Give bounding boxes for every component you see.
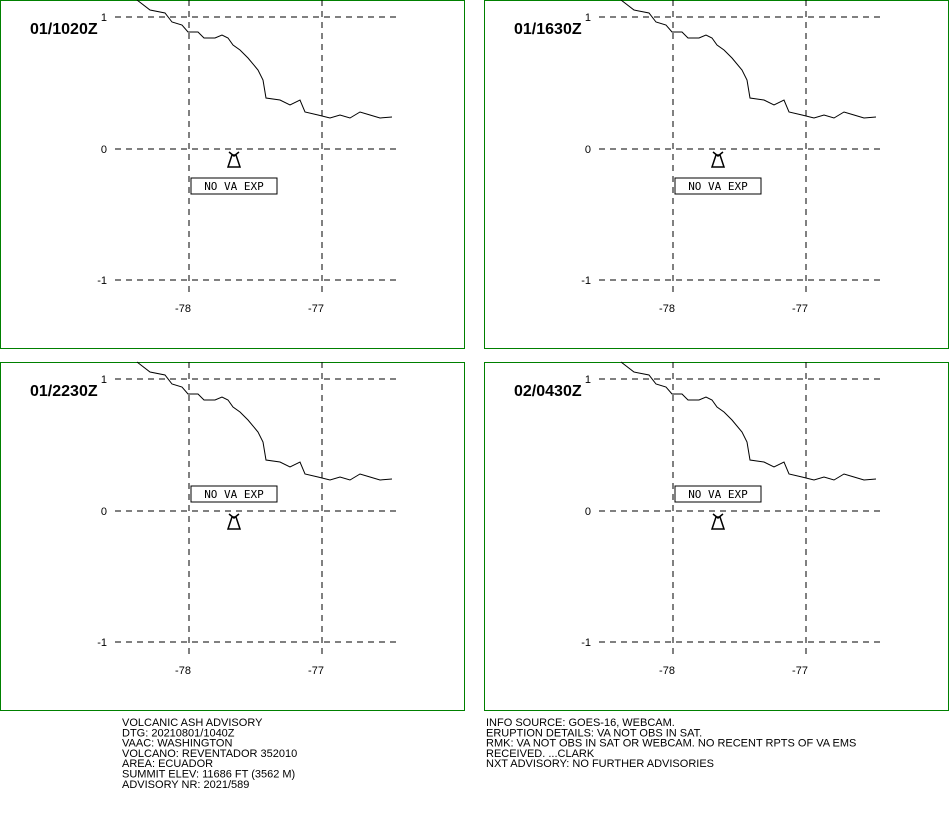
lon-label: -77 — [792, 665, 808, 677]
map-panel: 1 0 -1 -78 -77 01/1020Z NO VA EXP — [0, 0, 465, 349]
lon-label: -78 — [659, 665, 675, 677]
label-text: NO VA EXP — [204, 180, 264, 193]
advisory-line: DTG: 20210801/1040Z — [122, 727, 235, 739]
panel-border — [0, 0, 465, 349]
coastline — [136, 361, 393, 481]
advisory-line: AREA: ECUADOR — [122, 758, 213, 770]
advisory-line: SUMMIT ELEV: 11686 FT (3562 M) — [122, 769, 295, 781]
valid-time: 01/2230Z — [30, 383, 98, 400]
lat-label: -1 — [97, 275, 107, 287]
volcano-symbol — [226, 151, 242, 168]
lat-label: -1 — [581, 275, 591, 287]
advisory-line: NXT ADVISORY: NO FURTHER ADVISORIES — [486, 758, 714, 770]
valid-time: 02/0430Z — [514, 383, 582, 400]
lat-label: -1 — [97, 637, 107, 649]
map-panel: 1 0 -1 -78 -77 01/2230Z NO VA EXP — [0, 361, 465, 711]
advisory-line: RECEIVED. ...CLARK — [486, 748, 595, 760]
label-box — [190, 177, 278, 195]
lon-label: -77 — [792, 303, 808, 315]
advisory-line: VOLCANO: REVENTADOR 352010 — [122, 748, 297, 760]
lon-label: -77 — [308, 303, 324, 315]
panel-border — [484, 0, 949, 349]
lon-label: -78 — [175, 665, 191, 677]
label-box — [674, 177, 762, 195]
coastline — [620, 0, 877, 119]
label-text: NO VA EXP — [204, 488, 264, 501]
lat-label: 0 — [101, 506, 107, 518]
lon-label: -77 — [308, 665, 324, 677]
panel-border — [484, 362, 949, 711]
lat-label: -1 — [581, 637, 591, 649]
lat-label: 1 — [585, 12, 591, 24]
label-text: NO VA EXP — [688, 180, 748, 193]
coastline — [136, 0, 393, 119]
lat-label: 1 — [101, 374, 107, 386]
advisory-line: ADVISORY NR: 2021/589 — [122, 779, 249, 791]
valid-time: 01/1630Z — [514, 21, 582, 38]
advisory-line: VOLCANIC ASH ADVISORY — [122, 717, 263, 729]
coastline — [620, 361, 877, 481]
lon-label: -78 — [659, 303, 675, 315]
lat-label: 1 — [585, 374, 591, 386]
label-text: NO VA EXP — [688, 488, 748, 501]
lat-label: 0 — [101, 144, 107, 156]
lat-label: 1 — [101, 12, 107, 24]
advisory-line: INFO SOURCE: GOES-16, WEBCAM. — [486, 717, 675, 729]
volcano-symbol — [710, 151, 726, 168]
valid-time: 01/1020Z — [30, 21, 98, 38]
map-panel: 1 0 -1 -78 -77 01/1630Z NO VA EXP — [484, 0, 949, 349]
lat-label: 0 — [585, 144, 591, 156]
volcano-symbol — [710, 513, 726, 530]
volcano-symbol — [226, 513, 242, 530]
label-box — [190, 485, 278, 503]
lon-label: -78 — [175, 303, 191, 315]
advisory-line: RMK: VA NOT OBS IN SAT OR WEBCAM. NO REC… — [486, 738, 856, 750]
lat-label: 0 — [585, 506, 591, 518]
map-panel: 1 0 -1 -78 -77 02/0430Z NO VA EXP — [484, 361, 949, 711]
advisory-line: ERUPTION DETAILS: VA NOT OBS IN SAT. — [486, 727, 702, 739]
advisory-line: VAAC: WASHINGTON — [122, 738, 232, 750]
label-box — [674, 485, 762, 503]
panel-border — [0, 362, 465, 711]
